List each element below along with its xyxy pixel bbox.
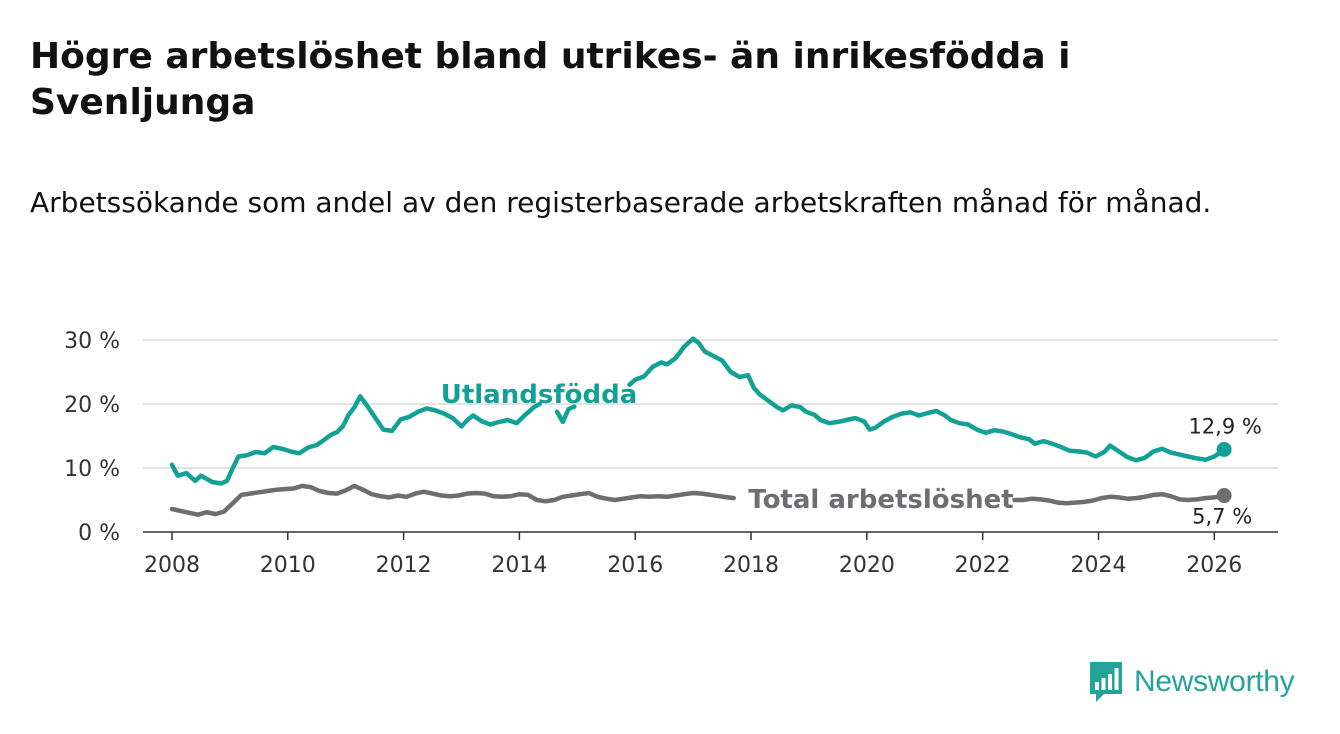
series-label-utlandsfodda: Utlandsfödda <box>441 380 638 410</box>
x-axis-ticks: 2008 2010 2012 2014 2016 2018 2020 2022 2024 2026 <box>144 532 1242 578</box>
x-tick-label: 2010 <box>260 553 316 578</box>
y-tick-label: 0 % <box>78 521 120 546</box>
y-tick-label: 10 % <box>64 457 120 482</box>
end-label-utlandsfodda: 12,9 % <box>1188 414 1261 438</box>
x-tick-label: 2018 <box>723 553 779 578</box>
series-line-0 <box>169 336 1227 486</box>
x-tick-label: 2014 <box>491 553 547 578</box>
x-tick-label: 2026 <box>1186 553 1242 578</box>
chart-subtitle: Arbetssökande som andel av den registerb… <box>30 186 1212 219</box>
x-tick-label: 2016 <box>607 553 663 578</box>
y-tick-label: 30 % <box>64 329 120 354</box>
series-label-total: Total arbetslöshet <box>748 485 1013 515</box>
x-tick-label: 2008 <box>144 553 200 578</box>
end-label-total: 5,7 % <box>1192 505 1252 529</box>
x-tick-label: 2024 <box>1070 553 1126 578</box>
x-tick-label: 2020 <box>839 553 895 578</box>
end-point-0 <box>1216 441 1232 457</box>
logo-text: Newsworthy <box>1134 665 1295 698</box>
newsworthy-logo: Newsworthy <box>1088 660 1295 704</box>
line-chart: 0 % 10 % 20 % 30 % 2008 2010 2012 2014 2016 2018… <box>64 329 1278 578</box>
series-line-1 <box>169 483 1227 517</box>
bar-chart-icon <box>1090 662 1122 702</box>
series-labels: Utlandsfödda Total arbetslöshet 12,9 % 5,7 … <box>441 380 1262 529</box>
grid-lines <box>143 339 1278 469</box>
y-tick-label: 20 % <box>64 393 120 418</box>
x-tick-label: 2012 <box>376 553 432 578</box>
series-group <box>169 336 1232 517</box>
y-axis-ticks: 0 % 10 % 20 % 30 % <box>64 329 120 546</box>
chart-title: Högre arbetslöshet bland utrikes- än inr… <box>30 36 1071 123</box>
end-point-1 <box>1216 488 1232 504</box>
x-tick-label: 2022 <box>955 553 1011 578</box>
